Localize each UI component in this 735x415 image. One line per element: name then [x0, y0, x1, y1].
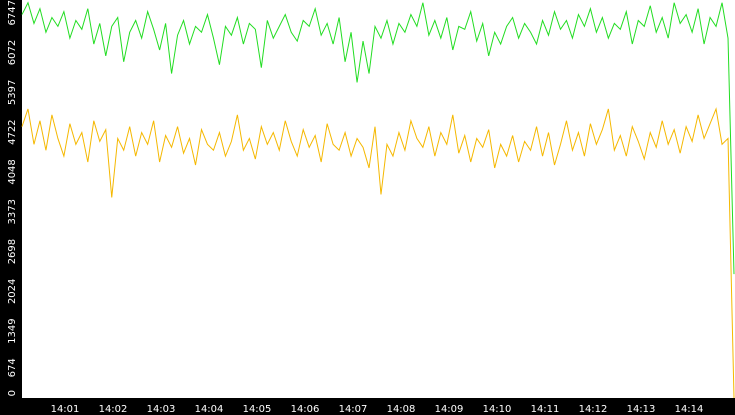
series-line — [21, 107, 735, 399]
x-tick-label: 14:06 — [291, 404, 320, 415]
y-axis-bar — [0, 0, 22, 415]
y-tick-label: 3373 — [7, 199, 18, 224]
series-line — [21, 1, 735, 275]
y-tick-label: 2024 — [7, 279, 18, 304]
y-tick-label: 0 — [7, 390, 18, 396]
x-tick-label: 14:02 — [99, 404, 128, 415]
x-tick-label: 14:14 — [675, 404, 704, 415]
x-tick-label: 14:04 — [195, 404, 224, 415]
y-tick-label: 4048 — [7, 159, 18, 184]
x-tick-label: 14:07 — [339, 404, 368, 415]
x-tick-label: 14:03 — [147, 404, 176, 415]
y-tick-label: 2698 — [7, 239, 18, 264]
x-tick-label: 14:01 — [51, 404, 80, 415]
x-tick-label: 14:09 — [435, 404, 464, 415]
y-tick-label: 6747 — [7, 0, 18, 25]
x-tick-label: 14:10 — [483, 404, 512, 415]
y-tick-label: 674 — [7, 358, 18, 377]
y-tick-label: 6072 — [7, 40, 18, 65]
x-tick-label: 14:08 — [387, 404, 416, 415]
x-tick-label: 14:12 — [579, 404, 608, 415]
x-axis-bar — [0, 398, 735, 415]
y-tick-label: 1349 — [7, 318, 18, 343]
x-tick-label: 14:05 — [243, 404, 272, 415]
x-tick-label: 14:13 — [627, 404, 656, 415]
y-tick-label: 5397 — [7, 80, 18, 105]
y-tick-label: 4722 — [7, 119, 18, 144]
x-tick-label: 14:11 — [531, 404, 560, 415]
